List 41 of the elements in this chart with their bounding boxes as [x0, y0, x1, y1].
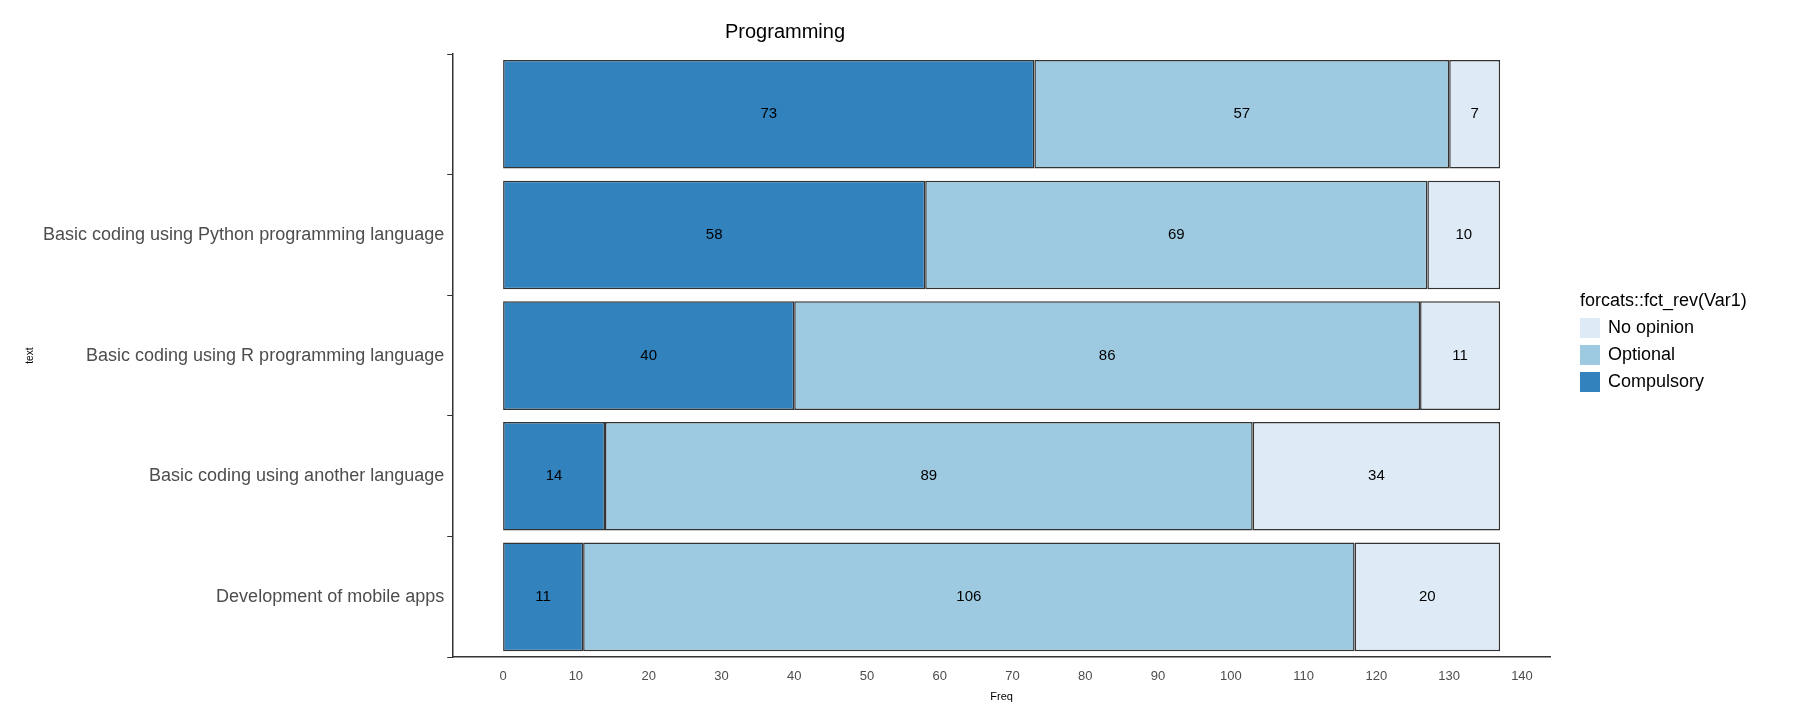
data-label: 86 — [1098, 345, 1116, 363]
x-tick-label: 10 — [568, 667, 584, 683]
x-tick-label: 50 — [859, 667, 875, 683]
x-tick-label: 80 — [1078, 667, 1093, 683]
data-label: 89 — [920, 466, 938, 484]
x-tick-label: 130 — [1438, 667, 1461, 683]
y-tick-label: Basic coding using Python programming language — [43, 223, 445, 244]
data-label: 11 — [1452, 345, 1468, 363]
data-label: 20 — [1419, 587, 1436, 605]
legend-label: Optional — [1608, 344, 1676, 365]
x-tick-label: 100 — [1220, 667, 1242, 683]
y-tick-label: Basic coding using R programming language — [86, 344, 445, 365]
x-tick-label: 0 — [499, 667, 507, 683]
x-tick-label: 90 — [1150, 667, 1166, 683]
data-label: 34 — [1368, 466, 1385, 484]
data-label: 11 — [535, 587, 551, 605]
x-tick-label: 40 — [786, 667, 802, 683]
x-tick-label: 60 — [932, 667, 947, 683]
data-label: 7 — [1470, 104, 1479, 122]
data-label: 40 — [640, 345, 657, 363]
legend-label: No opinion — [1608, 317, 1695, 338]
data-label: 10 — [1455, 225, 1473, 243]
x-tick-label: 20 — [641, 667, 656, 683]
x-tick-label: 30 — [714, 667, 729, 683]
x-tick-label: 140 — [1511, 667, 1533, 683]
x-tick-label: 110 — [1293, 667, 1315, 683]
data-label: 58 — [705, 225, 723, 243]
chart-title: Programming — [724, 19, 846, 42]
data-label: 14 — [545, 466, 563, 484]
y-tick-label: Development of mobile apps — [216, 585, 445, 606]
x-tick-label: 120 — [1365, 667, 1388, 683]
legend-label: Compulsory — [1608, 371, 1705, 392]
legend-title: forcats::fct_rev(Var1) — [1580, 290, 1747, 311]
x-axis-title: Freq — [990, 690, 1013, 703]
data-label: 57 — [1233, 104, 1251, 122]
data-label: 73 — [760, 104, 778, 122]
data-label: 69 — [1167, 225, 1185, 243]
data-label: 106 — [956, 587, 982, 605]
y-axis-title: text — [23, 347, 35, 364]
x-tick-label: 70 — [1005, 667, 1020, 683]
y-tick-label: Basic coding using another language — [149, 465, 445, 486]
